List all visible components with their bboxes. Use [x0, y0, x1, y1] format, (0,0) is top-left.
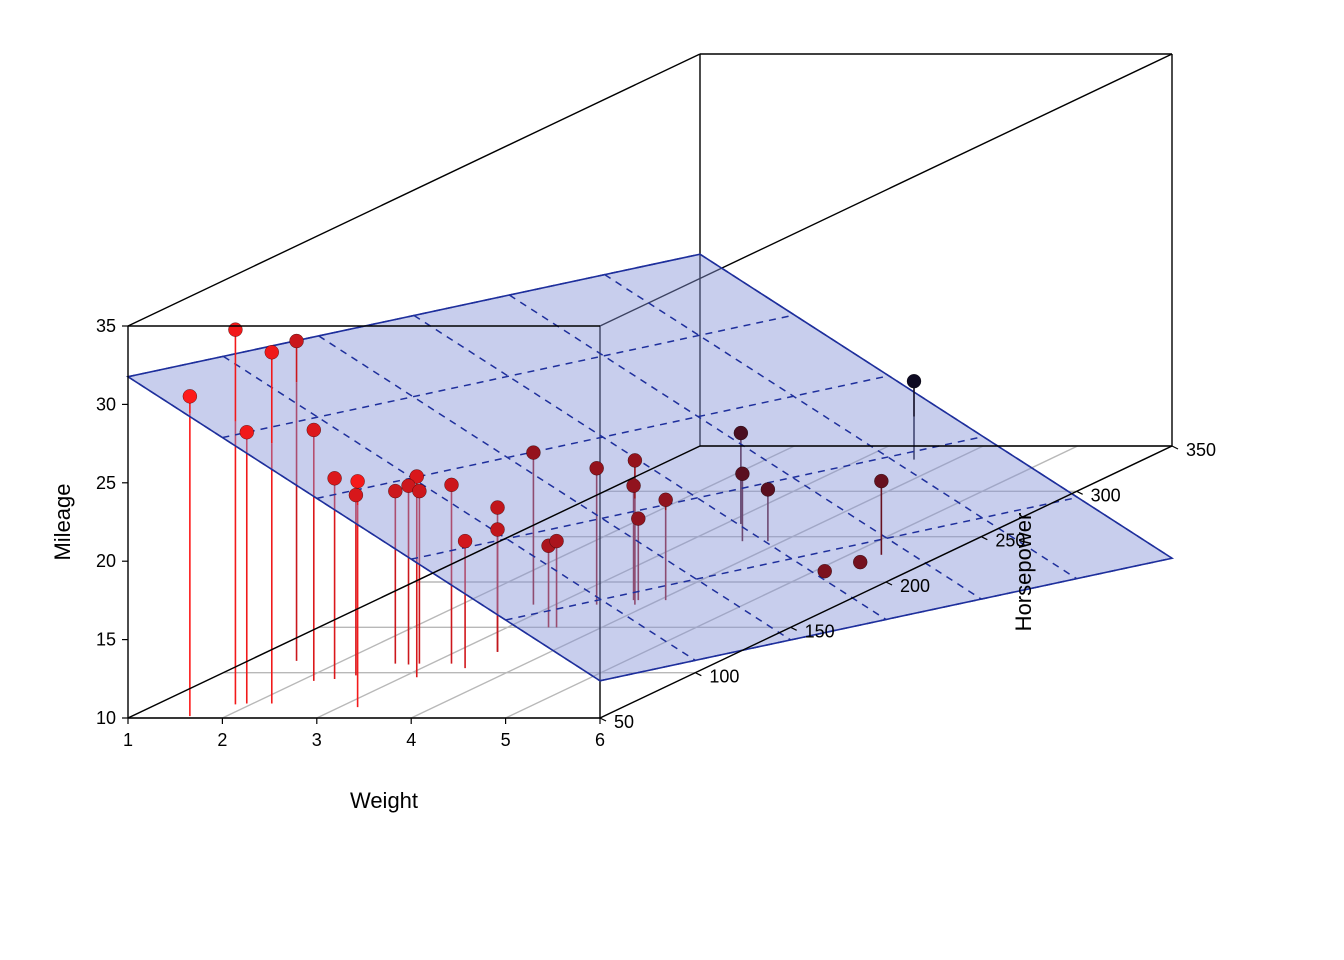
z-tick-label: 15 — [96, 630, 116, 650]
data-point — [627, 479, 641, 493]
data-point — [349, 488, 363, 502]
data-point — [761, 482, 775, 496]
y-tick-label: 350 — [1186, 440, 1216, 460]
z-tick-label: 25 — [96, 473, 116, 493]
data-point — [491, 501, 505, 515]
data-point — [590, 461, 604, 475]
data-point — [491, 523, 505, 537]
scatter3d-plot: 10152025303512345650100150200250300350Mi… — [0, 0, 1344, 960]
x-tick-label: 6 — [595, 730, 605, 750]
x-tick-label: 2 — [217, 730, 227, 750]
z-tick-label: 20 — [96, 551, 116, 571]
data-point — [628, 453, 642, 467]
x-tick-label: 5 — [501, 730, 511, 750]
z-tick-label: 10 — [96, 708, 116, 728]
data-point — [735, 467, 749, 481]
x-axis-title: Weight — [350, 788, 418, 813]
x-tick-label: 1 — [123, 730, 133, 750]
data-point — [874, 474, 888, 488]
data-point — [907, 374, 921, 388]
data-point — [550, 534, 564, 548]
data-point — [853, 555, 867, 569]
x-tick-label: 3 — [312, 730, 322, 750]
data-point — [228, 323, 242, 337]
data-point — [240, 425, 254, 439]
data-point — [328, 471, 342, 485]
y-tick-label: 150 — [805, 621, 835, 641]
data-point — [307, 423, 321, 437]
z-tick-label: 35 — [96, 316, 116, 336]
data-point — [818, 564, 832, 578]
y-tick-label: 200 — [900, 576, 930, 596]
data-point — [183, 389, 197, 403]
data-point — [412, 484, 426, 498]
y-tick-label: 50 — [614, 712, 634, 732]
z-tick-label: 30 — [96, 394, 116, 414]
y-tick-label: 100 — [709, 667, 739, 687]
data-point — [526, 446, 540, 460]
x-tick-label: 4 — [406, 730, 416, 750]
data-point — [265, 345, 279, 359]
data-point — [290, 334, 304, 348]
y-tick-label: 300 — [1091, 485, 1121, 505]
data-point — [659, 493, 673, 507]
z-axis-title: Mileage — [50, 483, 75, 560]
data-point — [631, 512, 645, 526]
data-point — [444, 478, 458, 492]
data-point — [458, 534, 472, 548]
y-axis-title: Horsepower — [1011, 513, 1036, 632]
data-point — [734, 426, 748, 440]
data-point — [388, 484, 402, 498]
data-point — [351, 474, 365, 488]
